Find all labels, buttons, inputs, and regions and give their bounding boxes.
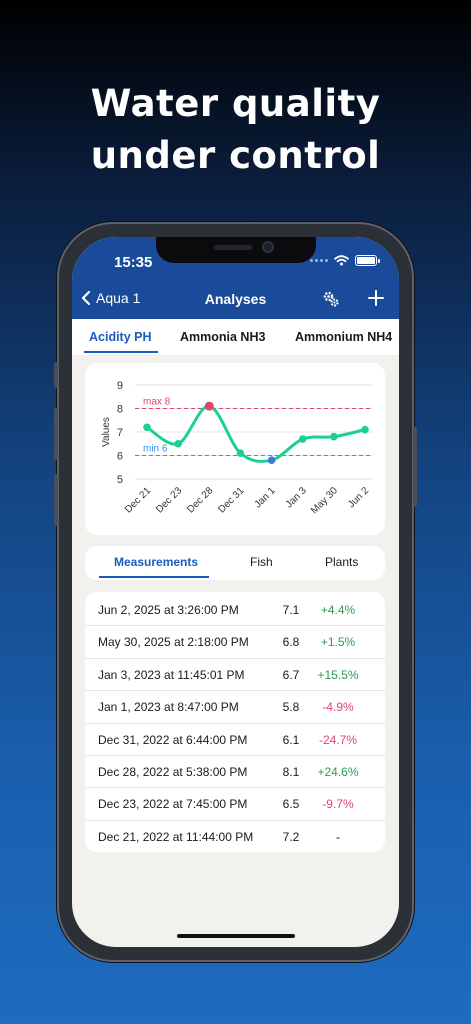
measurement-date: Dec 28, 2022 at 5:38:00 PM xyxy=(98,765,248,779)
x-tick-label: Dec 31 xyxy=(216,485,246,515)
y-tick-label: 7 xyxy=(117,427,123,439)
back-button[interactable]: Aqua 1 xyxy=(80,290,140,306)
chart-card: 9 8 7 6 5 Values max 8 min 6 Dec 21 Dec 23 Dec 28 D… xyxy=(85,363,385,535)
measurement-change: +1.5% xyxy=(320,635,356,650)
measurement-value: 8.1 xyxy=(282,765,300,779)
measurement-date: May 30, 2025 at 2:18:00 PM xyxy=(98,635,249,650)
power-button xyxy=(413,427,417,507)
data-point xyxy=(267,456,276,464)
volume-down-button xyxy=(54,474,58,526)
measurement-change: -24.7% xyxy=(318,732,358,747)
volume-up-button xyxy=(54,408,58,460)
measurement-change: -4.9% xyxy=(322,700,354,715)
measurement-row[interactable]: Dec 23, 2022 at 7:45:00 PM 6.5 -9.7% xyxy=(85,788,385,821)
measurement-value: 6.8 xyxy=(282,635,300,650)
measurement-date: Dec 31, 2022 at 6:44:00 PM xyxy=(98,732,248,747)
app-screen: 15:35 Aqua 1 Analyses xyxy=(72,237,399,947)
x-tick-label: Jan 3 xyxy=(284,485,309,510)
measurement-value: 6.7 xyxy=(282,667,300,682)
measurement-date: Jun 2, 2025 at 3:26:00 PM xyxy=(98,603,239,617)
data-point xyxy=(298,435,307,443)
speaker xyxy=(214,245,252,250)
x-tick-label: Jun 2 xyxy=(346,485,371,510)
measurement-change: +4.4% xyxy=(320,603,356,617)
y-axis-label: Values xyxy=(101,417,112,447)
x-tick-label: Dec 23 xyxy=(154,485,184,515)
segment-fish[interactable]: Fish xyxy=(250,555,273,569)
phone-frame: 15:35 Aqua 1 Analyses xyxy=(54,222,417,962)
data-point xyxy=(236,449,245,457)
gears-icon[interactable] xyxy=(322,290,340,308)
y-tick-label: 6 xyxy=(117,451,123,463)
x-tick-label: Jan 1 xyxy=(253,485,278,510)
add-icon[interactable] xyxy=(366,288,386,308)
measurement-row[interactable]: May 30, 2025 at 2:18:00 PM 6.8 +1.5% xyxy=(85,626,385,659)
chevron-left-icon xyxy=(81,290,91,306)
headline: Water quality under control xyxy=(0,78,471,182)
home-indicator xyxy=(177,934,295,938)
headline-line-1: Water quality xyxy=(90,82,381,125)
signal-icon xyxy=(310,259,328,262)
segment-plants[interactable]: Plants xyxy=(325,555,359,569)
tab-ammonium-nh4[interactable]: Ammonium NH4 xyxy=(295,330,393,344)
data-point xyxy=(361,425,369,434)
active-tab-indicator xyxy=(84,351,158,353)
active-segment-indicator xyxy=(99,576,209,578)
measurement-change: - xyxy=(336,829,340,844)
measurement-change: -9.7% xyxy=(322,797,354,812)
status-icons xyxy=(310,255,380,266)
wifi-icon xyxy=(334,255,349,266)
measurement-date: Jan 1, 2023 at 8:47:00 PM xyxy=(98,700,239,715)
y-tick-label: 9 xyxy=(117,380,123,392)
measurement-change: +15.5% xyxy=(317,667,359,682)
front-camera xyxy=(262,241,274,253)
measurement-date: Dec 23, 2022 at 7:45:00 PM xyxy=(98,797,248,812)
data-point xyxy=(174,439,182,448)
measurement-date: Dec 21, 2022 at 11:44:00 PM xyxy=(98,829,254,844)
measurement-change: +24.6% xyxy=(317,765,359,779)
segment-measurements[interactable]: Measurements xyxy=(114,555,199,569)
y-tick-label: 5 xyxy=(117,474,123,486)
data-point xyxy=(204,401,214,411)
measurement-value: 6.1 xyxy=(282,732,300,747)
x-tick-label: Dec 21 xyxy=(123,485,153,515)
battery-icon xyxy=(355,255,380,266)
x-tick-label: Dec 28 xyxy=(185,485,215,515)
x-tick-label: May 30 xyxy=(309,485,340,516)
measurement-row[interactable]: Dec 31, 2022 at 6:44:00 PM 6.1 -24.7% xyxy=(85,724,385,756)
min-threshold-label: min 6 xyxy=(143,444,168,455)
measurement-row[interactable]: Jan 1, 2023 at 8:47:00 PM 5.8 -4.9% xyxy=(85,691,385,724)
measurement-value: 5.8 xyxy=(282,700,300,715)
y-tick-label: 8 xyxy=(117,404,123,416)
mute-switch xyxy=(54,362,58,388)
max-threshold-label: max 8 xyxy=(143,397,171,408)
measurements-list: Jun 2, 2025 at 3:26:00 PM 7.1 +4.4% May 30,… xyxy=(85,592,385,852)
measurement-value: 7.1 xyxy=(282,603,300,617)
status-time: 15:35 xyxy=(114,254,153,271)
measurement-row[interactable]: Dec 28, 2022 at 5:38:00 PM 8.1 +24.6% xyxy=(85,756,385,789)
measurement-row[interactable]: Dec 21, 2022 at 11:44:00 PM 7.2 - xyxy=(85,821,385,853)
data-point xyxy=(143,423,151,432)
measurement-value: 6.5 xyxy=(282,797,300,812)
measurement-value: 7.2 xyxy=(282,829,300,844)
parameter-tabs: Acidity PH Ammonia NH3 Ammonium NH4 xyxy=(72,319,399,355)
measurement-row[interactable]: Jun 2, 2025 at 3:26:00 PM 7.1 +4.4% xyxy=(85,594,385,627)
data-point xyxy=(330,432,338,441)
headline-line-2: under control xyxy=(90,134,381,177)
back-label: Aqua 1 xyxy=(96,290,141,306)
segment-control: Measurements Fish Plants xyxy=(85,546,385,580)
measurement-row[interactable]: Jan 3, 2023 at 11:45:01 PM 6.7 +15.5% xyxy=(85,659,385,692)
tab-ammonia-nh3[interactable]: Ammonia NH3 xyxy=(180,330,266,344)
tab-acidity-ph[interactable]: Acidity PH xyxy=(89,330,152,344)
ph-line-chart: 9 8 7 6 5 Values max 8 min 6 Dec 21 Dec 23 Dec 28 D… xyxy=(101,380,373,516)
notch xyxy=(156,237,316,263)
measurement-date: Jan 3, 2023 at 11:45:01 PM xyxy=(98,667,245,682)
